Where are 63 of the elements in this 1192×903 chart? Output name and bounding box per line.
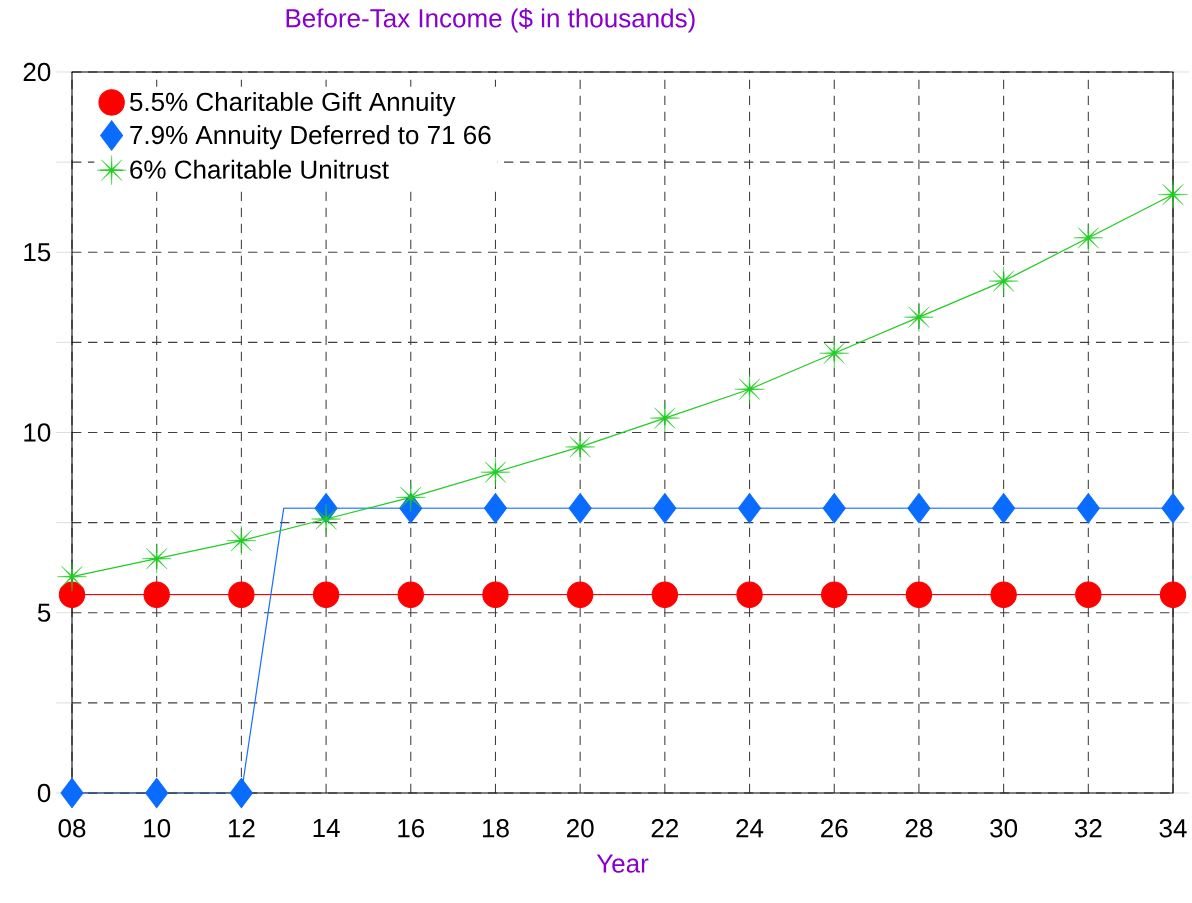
- x-tick-label: 12: [228, 819, 255, 838]
- point: [141, 543, 172, 574]
- x-tick-label: 16: [398, 819, 425, 838]
- x-tick-label: 10: [144, 819, 171, 838]
- point: [822, 493, 846, 524]
- point: [819, 338, 850, 369]
- legend-label: 5.5% Charitable Gift Annuity: [130, 92, 456, 117]
- point: [1159, 581, 1187, 608]
- point: [651, 581, 679, 608]
- point: [565, 432, 596, 462]
- x-tick-label: 30: [990, 819, 1018, 838]
- point: [228, 581, 255, 608]
- x-tick-label: 22: [651, 819, 678, 838]
- point: [734, 374, 765, 405]
- y-tick-label: 5: [37, 603, 51, 622]
- point: [904, 302, 934, 332]
- x-tick-label: 34: [1159, 819, 1187, 838]
- x-tick-label: 24: [736, 819, 764, 838]
- x-tick-label: 26: [821, 819, 848, 838]
- y-tick-label: 10: [24, 423, 51, 442]
- point: [58, 581, 86, 608]
- x-tick-label: 20: [567, 819, 594, 838]
- y-tick-label: 20: [23, 62, 51, 82]
- chart-title: Before-Tax Income ($ in thousands): [286, 8, 695, 33]
- point: [905, 581, 933, 608]
- point: [60, 777, 84, 809]
- x-tick-label: 14: [313, 819, 340, 837]
- point: [311, 504, 341, 534]
- point: [1076, 493, 1100, 524]
- point: [1075, 581, 1102, 608]
- x-tick-label: 08: [58, 819, 86, 838]
- x-axis-title: Year: [596, 854, 649, 873]
- point: [568, 493, 592, 524]
- point: [988, 266, 1019, 296]
- point: [653, 493, 677, 524]
- y-tick-label: 15: [24, 243, 51, 262]
- point: [229, 777, 253, 809]
- point: [1073, 222, 1104, 253]
- point: [482, 581, 509, 608]
- point: [736, 581, 763, 608]
- point: [649, 403, 680, 433]
- point: [483, 493, 508, 524]
- point: [395, 482, 426, 513]
- point: [907, 493, 931, 524]
- point: [397, 581, 424, 608]
- point: [312, 581, 340, 608]
- legend-label: 7.9% Annuity Deferred to 71 66: [130, 125, 491, 150]
- point: [821, 581, 848, 608]
- point: [990, 581, 1017, 608]
- point: [145, 777, 169, 809]
- point: [992, 493, 1016, 524]
- y-tick-label: 0: [37, 783, 51, 803]
- x-tick-label: 32: [1074, 819, 1102, 838]
- point: [480, 457, 511, 488]
- point: [566, 581, 594, 608]
- point: [1158, 179, 1188, 210]
- point: [738, 493, 762, 524]
- x-tick-label: 18: [482, 819, 509, 838]
- point: [226, 525, 257, 556]
- x-tick-label: 28: [905, 819, 933, 838]
- legend-label: 6% Charitable Unitrust: [130, 159, 389, 179]
- point: [57, 561, 87, 592]
- point: [143, 581, 170, 608]
